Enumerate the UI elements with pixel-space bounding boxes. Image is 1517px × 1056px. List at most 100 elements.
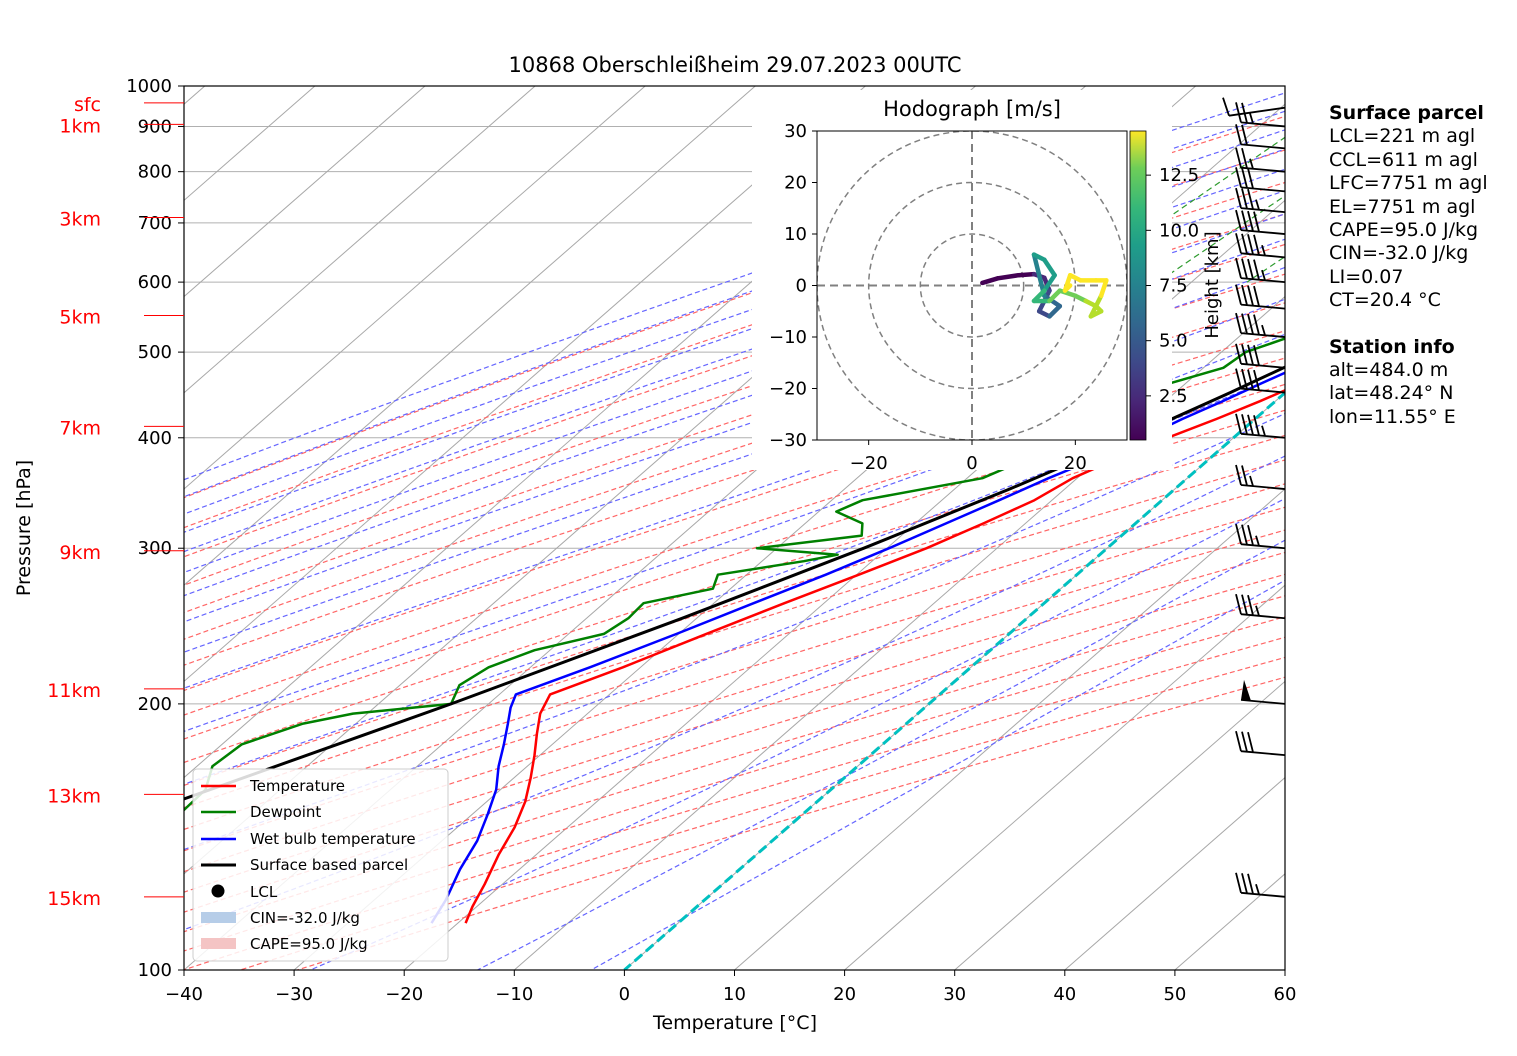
wind-barb bbox=[1235, 730, 1286, 757]
dry-adiabat bbox=[184, 551, 1285, 893]
moist-adiabat bbox=[184, 110, 1285, 498]
hodograph-y-tick-label: 30 bbox=[784, 121, 807, 142]
height-label: 13km bbox=[47, 785, 101, 807]
height-label: 15km bbox=[47, 888, 101, 910]
hodograph-colorbar bbox=[1129, 130, 1147, 441]
hodograph-x-tick-label: 0 bbox=[966, 453, 977, 474]
colorbar-tick-label: 7.5 bbox=[1159, 276, 1188, 297]
isotherm bbox=[734, 488, 1285, 970]
isotherm bbox=[184, 86, 756, 586]
hodograph-title: Hodograph [m/s] bbox=[883, 97, 1061, 121]
wind-barb bbox=[1240, 699, 1286, 705]
x-tick-label: −10 bbox=[495, 984, 533, 1005]
wind-barb bbox=[1222, 97, 1286, 117]
hodograph-trace bbox=[1042, 257, 1057, 278]
hodograph-x-tick-label: 20 bbox=[1064, 453, 1087, 474]
y-tick-label: 100 bbox=[138, 960, 172, 981]
dry-adiabat bbox=[184, 483, 1285, 831]
legend-cin-swatch bbox=[201, 912, 236, 923]
colorbar-label: Height [km] bbox=[1202, 231, 1223, 338]
height-label: 7km bbox=[59, 417, 101, 439]
x-axis-label: Temperature [°C] bbox=[652, 1012, 817, 1034]
moist-adiabat bbox=[184, 455, 1285, 931]
isotherm bbox=[954, 680, 1285, 970]
moist-adiabat bbox=[590, 579, 1285, 970]
y-tick-label: 1000 bbox=[126, 76, 172, 97]
isotherm bbox=[513, 295, 1285, 970]
wind-barb bbox=[1235, 343, 1286, 369]
x-tick-label: 40 bbox=[1053, 984, 1076, 1005]
isotherm bbox=[1064, 776, 1285, 970]
y-tick-label: 300 bbox=[138, 538, 172, 559]
dry-adiabat bbox=[184, 330, 1285, 692]
x-tick-label: 60 bbox=[1274, 984, 1297, 1005]
wind-barb bbox=[1235, 593, 1286, 620]
moist-adiabat bbox=[184, 412, 1285, 851]
x-tick-label: 30 bbox=[943, 984, 966, 1005]
surface-parcel-heading: Surface parcel bbox=[1329, 102, 1484, 124]
wind-barb bbox=[1235, 413, 1286, 439]
station-info-heading: Station info bbox=[1329, 335, 1455, 358]
colorbar-tick-label: 10.0 bbox=[1159, 220, 1199, 241]
hodograph-y-tick-label: 10 bbox=[784, 224, 807, 245]
hodograph-y-tick-label: −10 bbox=[769, 327, 807, 348]
wind-barb bbox=[1235, 124, 1286, 150]
dry-adiabat bbox=[184, 573, 1285, 913]
y-axis-ticks: 100 200 300 400 500 600 700 800 900 1000 bbox=[126, 76, 184, 981]
station-info-line: lat=48.24° N bbox=[1329, 382, 1454, 405]
x-axis-ticks: −40 −30 −20 −10 0 10 20 30 40 50 60 bbox=[165, 970, 1296, 1005]
hodograph-trace bbox=[1047, 303, 1063, 319]
height-label: 1km bbox=[59, 115, 101, 137]
temperature-line bbox=[464, 388, 1285, 924]
wind-barb bbox=[1235, 257, 1286, 284]
station-info-line: lon=11.55° E bbox=[1329, 405, 1456, 428]
colorbar-tick-label: 2.5 bbox=[1159, 386, 1188, 407]
legend-cape-label: CAPE=95.0 J/kg bbox=[250, 935, 368, 953]
y-tick-label: 400 bbox=[138, 428, 172, 449]
hodograph-trace bbox=[1031, 252, 1042, 278]
legend-lcl-label: LCL bbox=[250, 883, 278, 901]
x-tick-label: 0 bbox=[619, 984, 630, 1005]
hodograph-y-tick-label: −30 bbox=[769, 430, 807, 451]
wind-barbs bbox=[1222, 97, 1286, 898]
surface-parcel-line: LFC=7751 m agl bbox=[1329, 172, 1488, 195]
legend-parcel-label: Surface based parcel bbox=[250, 856, 408, 874]
y-tick-label: 500 bbox=[138, 342, 172, 363]
wind-barb bbox=[1235, 872, 1286, 898]
y-axis-label: Pressure [hPa] bbox=[13, 460, 35, 596]
height-label: 11km bbox=[47, 680, 101, 702]
height-label: 5km bbox=[59, 307, 101, 329]
moist-adiabat bbox=[184, 371, 1285, 785]
surface-parcel-line: EL=7751 m agl bbox=[1329, 195, 1476, 218]
chart-title: 10868 Oberschleißheim 29.07.2023 00UTC bbox=[509, 53, 962, 77]
isotherm bbox=[184, 86, 646, 490]
hodograph-trace bbox=[980, 276, 1001, 286]
moist-adiabat bbox=[310, 497, 1285, 970]
hodograph-trace bbox=[1088, 293, 1104, 319]
moist-adiabat bbox=[477, 539, 1285, 970]
dry-adiabat bbox=[184, 115, 1285, 499]
surface-parcel-line: LCL=221 m agl bbox=[1329, 125, 1476, 148]
legend: Temperature Dewpoint Wet bulb temperatur… bbox=[192, 768, 449, 962]
moist-adiabat bbox=[184, 129, 1285, 515]
y-tick-label: 700 bbox=[138, 213, 172, 234]
hodograph-ring bbox=[867, 181, 1077, 390]
hodograph-trace bbox=[1016, 271, 1037, 278]
station-info-line: alt=484.0 m bbox=[1329, 359, 1449, 382]
hodograph-trace bbox=[1057, 288, 1078, 299]
wind-barb bbox=[1235, 312, 1286, 338]
zero-isotherm bbox=[623, 390, 1285, 970]
legend-cape-swatch bbox=[201, 938, 236, 949]
isotherm bbox=[844, 584, 1285, 970]
surface-parcel-line: CAPE=95.0 J/kg bbox=[1329, 219, 1479, 242]
hodograph-trace bbox=[1042, 272, 1057, 293]
wind-barb bbox=[1235, 147, 1286, 173]
moist-adiabat bbox=[184, 333, 1285, 733]
colorbar-tick-label: 5.0 bbox=[1159, 331, 1188, 352]
y-tick-label: 200 bbox=[138, 694, 172, 715]
x-tick-label: 10 bbox=[723, 984, 746, 1005]
colorbar-tick-label: 12.5 bbox=[1159, 165, 1199, 186]
hodograph-y-tick-label: −20 bbox=[769, 379, 807, 400]
